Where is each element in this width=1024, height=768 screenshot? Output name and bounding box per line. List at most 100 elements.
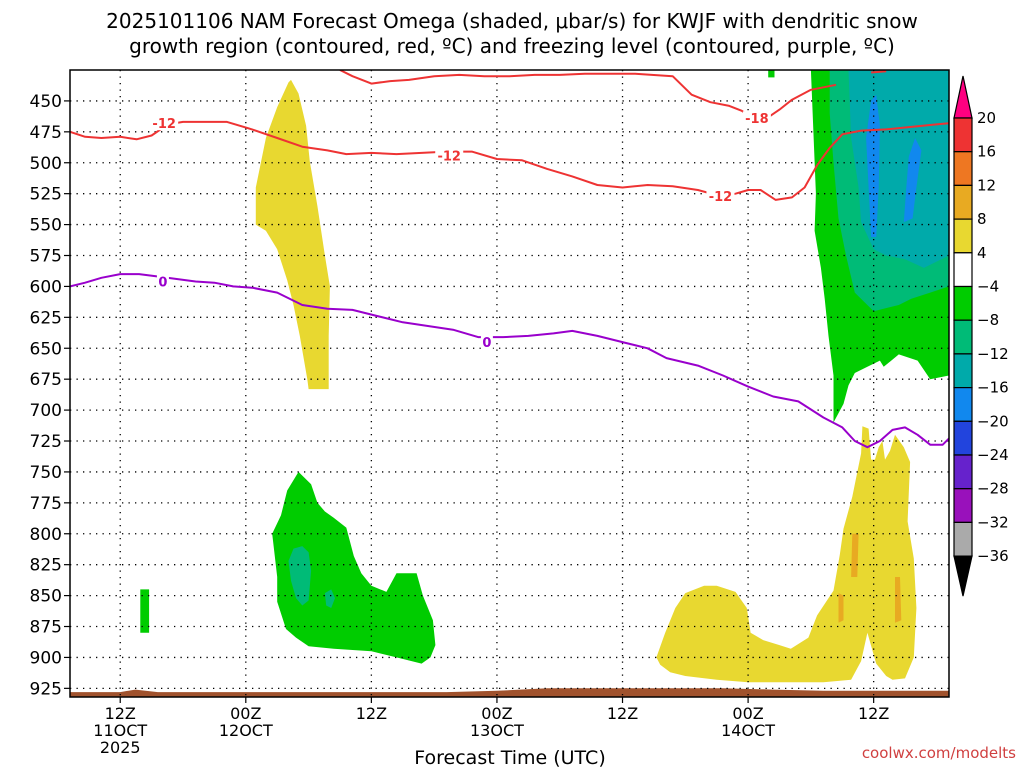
y-tick-label-600: 600	[30, 277, 62, 297]
colorbar-label-3: 8	[977, 210, 987, 228]
colorbar-band-7	[953, 319, 973, 355]
plot-grid-layer	[70, 70, 949, 697]
colorbar-label-1: 16	[977, 143, 996, 161]
y-tick-label-575: 575	[30, 247, 62, 267]
x-tick-label-0-2: 11OCT	[93, 721, 147, 740]
colorbar-label-4: 4	[977, 244, 987, 262]
colorbar-band-6	[953, 285, 973, 321]
x-tick-label-0-1: 12Z	[105, 704, 136, 723]
colorbar-band-10	[953, 420, 973, 456]
omega-region-yellow_blob_2	[656, 426, 917, 683]
y-tick-label-750: 750	[30, 463, 62, 483]
colorbar-label-5: −4	[977, 278, 999, 296]
omega-region-blue_2	[903, 138, 922, 223]
colorbar-band-8	[953, 353, 973, 389]
colorbar-band-5	[953, 252, 973, 288]
y-tick-label-900: 900	[30, 648, 62, 668]
plot-contour-layer: -12 -12 -12 -18 0 0	[70, 70, 949, 449]
credit-text: coolwx.com/modelts	[862, 744, 1016, 762]
omega-region-teal_blob_1	[288, 546, 312, 606]
y-tick-label-775: 775	[30, 494, 62, 514]
colorbar-label-8: −16	[977, 379, 1009, 397]
colorbar-label-9: −20	[977, 412, 1009, 430]
plot-frame	[69, 69, 950, 698]
colorbar-label-0: 20	[977, 109, 996, 127]
x-tick-label-30-2: 13OCT	[470, 721, 524, 740]
contour-label-2: -12	[709, 190, 733, 205]
contour-label-bg-4	[156, 274, 169, 289]
colorbar-cap-bottom	[953, 555, 973, 597]
y-tick-label-800: 800	[30, 525, 62, 545]
y-tick-label-700: 700	[30, 401, 62, 421]
colorbar-band-11	[953, 454, 973, 490]
contour-label-4: 0	[158, 275, 167, 290]
contour-dgz_lower_-12C	[70, 120, 949, 201]
contour-label-bg-5	[480, 335, 493, 350]
colorbar-label-13: −36	[977, 547, 1009, 565]
x-tick-label-10-1: 00Z	[230, 704, 261, 723]
y-tick-label-925: 925	[30, 679, 62, 699]
x-tick-label-40-1: 12Z	[607, 704, 638, 723]
colorbar-band-1	[953, 117, 973, 153]
x-tick-label-0-3: 2025	[100, 738, 141, 757]
contour-label-bg-2	[706, 189, 735, 204]
y-tick-label-875: 875	[30, 618, 62, 638]
x-tick-label-50-2: 14OCT	[721, 721, 775, 740]
contour-label-3: -18	[745, 112, 769, 127]
y-tick-label-475: 475	[30, 123, 62, 143]
y-tick-label-825: 825	[30, 556, 62, 576]
chart-title-line2: growth region (contoured, red, ºC) and f…	[129, 34, 895, 58]
colorbar-label-2: 12	[977, 176, 996, 194]
contour-label-bg-0	[150, 116, 179, 131]
omega-region-green_tiny	[140, 589, 150, 633]
colorbar-band-9	[953, 387, 973, 422]
colorbar-band-4	[953, 218, 973, 254]
x-tick-label-50-1: 00Z	[732, 704, 763, 723]
contour-label-bg-3	[742, 111, 771, 126]
y-tick-label-525: 525	[30, 185, 62, 205]
colorbar-label-11: −28	[977, 480, 1009, 498]
ground-surface	[70, 688, 949, 697]
omega-region-teal_blob_2	[324, 589, 335, 608]
y-tick-label-675: 675	[30, 370, 62, 390]
y-tick-label-550: 550	[30, 216, 62, 236]
y-tick-label-725: 725	[30, 432, 62, 452]
contour-label-1: -12	[437, 149, 461, 164]
colorbar-cap-top	[953, 75, 973, 119]
contour-label-bg-1	[435, 148, 464, 163]
y-tick-label-650: 650	[30, 339, 62, 359]
colorbar-band-12	[953, 488, 973, 524]
y-tick-label-850: 850	[30, 587, 62, 607]
x-tick-label-30-1: 00Z	[481, 704, 512, 723]
contour-label-0: -12	[152, 117, 176, 132]
x-tick-label-20-1: 12Z	[356, 704, 387, 723]
omega-region-orange_3	[895, 577, 902, 623]
x-tick-label-60-1: 12Z	[858, 704, 889, 723]
x-tick-label-10-2: 12OCT	[219, 721, 273, 740]
y-axis-ticks: 450 475 500 525 550 575 600 625 650 675 700 725 750 7…	[30, 92, 70, 699]
colorbar-label-6: −8	[977, 311, 999, 329]
omega-region-orange_2	[851, 533, 859, 577]
omega-region-green_blob_1	[272, 471, 436, 664]
plot-fill-layer	[70, 70, 949, 697]
y-tick-label-500: 500	[30, 154, 62, 174]
contour-dgz_upper_-18C_right	[871, 70, 887, 74]
y-tick-label-625: 625	[30, 308, 62, 328]
omega-region-yellow_col_1	[255, 79, 330, 390]
colorbar: 20 16 12 8 4 −4 −8 −12 −16 −20 −24 −28 −32 −36	[953, 75, 1009, 597]
colorbar-band-13	[953, 521, 973, 557]
chart-title-line1: 2025101106 NAM Forecast Omega (shaded, μ…	[106, 9, 918, 33]
contour-label-5: 0	[482, 336, 491, 351]
colorbar-label-12: −32	[977, 513, 1009, 531]
colorbar-label-7: −12	[977, 345, 1009, 363]
contour-freezing_level_0C	[70, 273, 949, 449]
omega-region-green_tiny_top	[768, 70, 775, 78]
x-axis-label: Forecast Time (UTC)	[414, 747, 605, 768]
colorbar-label-10: −24	[977, 446, 1009, 464]
omega-region-orange_1	[838, 593, 844, 623]
colorbar-band-2	[953, 151, 973, 186]
colorbar-band-3	[953, 184, 973, 220]
y-tick-label-450: 450	[30, 92, 62, 112]
